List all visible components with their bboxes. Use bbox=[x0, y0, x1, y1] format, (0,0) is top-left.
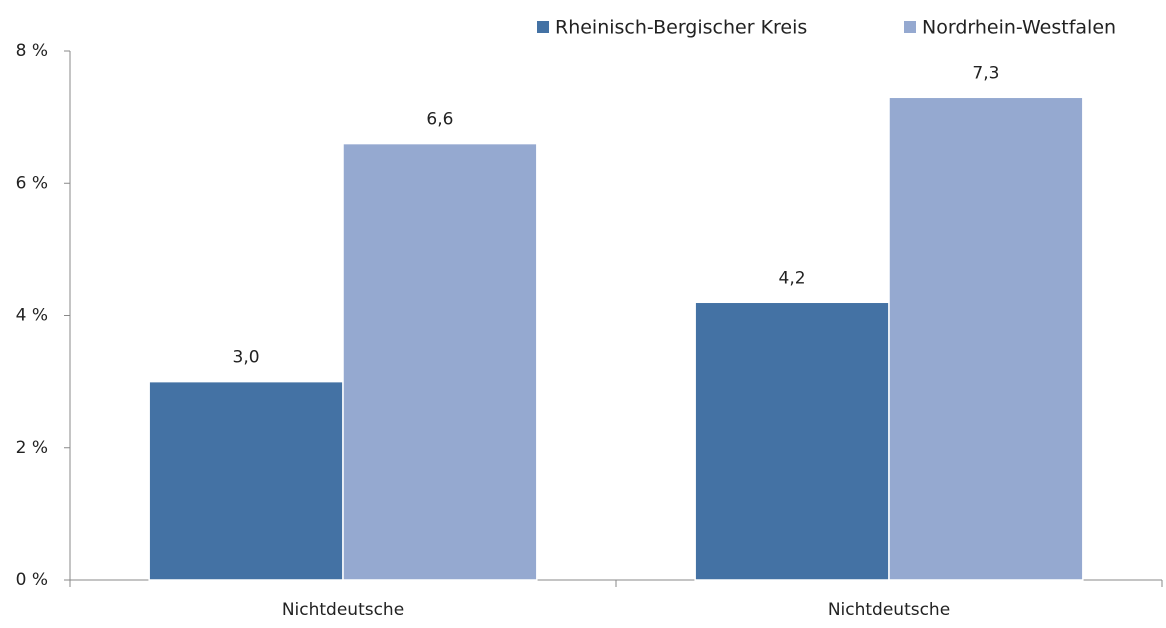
y-tick-label: 6 % bbox=[16, 173, 48, 193]
value-label: 3,0 bbox=[233, 348, 260, 368]
y-tick-label: 0 % bbox=[16, 570, 48, 590]
x-tick-label: Nichtdeutsche bbox=[828, 600, 950, 620]
value-label: 7,3 bbox=[972, 63, 999, 83]
value-label: 6,6 bbox=[426, 110, 453, 130]
y-tick-label: 8 % bbox=[16, 41, 48, 61]
bar bbox=[342, 142, 538, 581]
bar bbox=[694, 301, 890, 581]
legend-label: Nordrhein-Westfalen bbox=[922, 17, 1116, 39]
y-tick-label: 4 % bbox=[16, 306, 48, 326]
value-label: 4,2 bbox=[779, 268, 806, 288]
x-tick-label: Nichtdeutsche bbox=[282, 600, 404, 620]
y-tick-label: 2 % bbox=[16, 438, 48, 458]
bar bbox=[888, 96, 1084, 581]
legend-swatch bbox=[904, 21, 916, 33]
legend-label: Rheinisch-Bergischer Kreis bbox=[555, 17, 807, 39]
bar bbox=[148, 380, 344, 581]
legend-swatch bbox=[537, 21, 549, 33]
